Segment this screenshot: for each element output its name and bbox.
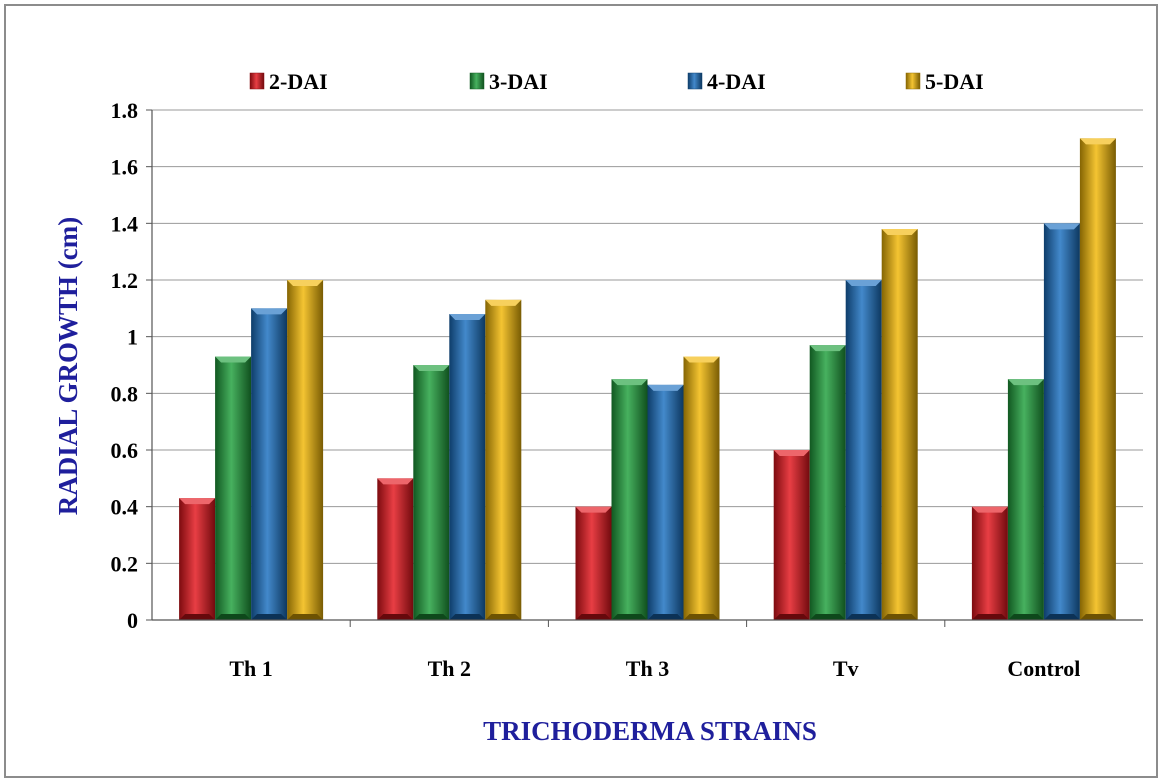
bar-bevel-top [215, 356, 252, 363]
bar-bevel-bottom [287, 614, 324, 620]
y-tick-label: 0.8 [111, 381, 139, 406]
bar-4-dai-control [1043, 223, 1080, 621]
bar-4-dai-th1 [251, 308, 288, 620]
bar-bevel-top [647, 384, 684, 391]
legend-label-4-dai: 4-DAI [707, 69, 766, 94]
bar-2-dai-th3 [575, 506, 612, 620]
bar-bevel-bottom [845, 614, 882, 620]
legend-swatch-4-dai [687, 72, 703, 90]
bar-3-dai-th3 [611, 379, 648, 620]
bar-bevel-top [1007, 379, 1044, 386]
bar-bevel-top [179, 498, 216, 505]
bar-3-dai-th2 [413, 365, 450, 620]
y-tick-label: 0.4 [111, 495, 139, 520]
bar-2-dai-th1 [179, 498, 216, 620]
bar-bevel-bottom [449, 614, 486, 620]
bar-bevel-bottom [683, 614, 720, 620]
bar-2-dai-control [971, 506, 1008, 620]
legend-swatch-3-dai [469, 72, 485, 90]
bar-bevel-top [881, 229, 918, 235]
bar-5-dai-tv [881, 229, 918, 620]
bar-bevel-top [449, 314, 486, 320]
bar-bevel-bottom [179, 614, 216, 620]
bars [179, 138, 1116, 621]
bar-bevel-bottom [647, 614, 684, 620]
x-tick-label: Tv [833, 656, 859, 681]
bar-bevel-bottom [215, 614, 252, 620]
bar-bevel-bottom [575, 614, 612, 620]
bar-5-dai-th1 [287, 280, 324, 620]
y-tick-label: 1.6 [111, 155, 139, 180]
legend-swatch-2-dai [249, 72, 265, 90]
y-tick-label: 1.8 [111, 98, 139, 123]
bar-bevel-top [773, 450, 810, 456]
bar-bevel-top [485, 299, 522, 306]
y-tick-label: 1.4 [111, 211, 139, 236]
bar-bevel-bottom [881, 614, 918, 620]
x-tick-label: Th 3 [626, 656, 669, 681]
bar-4-dai-th3 [647, 384, 684, 620]
bar-bevel-bottom [1043, 614, 1080, 620]
legend-label-2-dai: 2-DAI [269, 69, 328, 94]
y-tick-labels: 0 0.2 0.4 0.6 0.8 1 1.2 1.4 1.6 1.8 [111, 98, 139, 633]
bar-bevel-top [377, 478, 414, 485]
bar-4-dai-tv [845, 280, 882, 620]
chart-frame [4, 4, 1158, 778]
bar-bevel-top [251, 308, 288, 315]
y-tick-label: 0.6 [111, 438, 139, 463]
bar-3-dai-control [1007, 379, 1044, 620]
bar-bevel-top [287, 280, 324, 286]
bar-bevel-bottom [1079, 614, 1116, 620]
bar-5-dai-th3 [683, 356, 720, 620]
bar-bevel-bottom [413, 614, 450, 620]
bar-bevel-top [575, 506, 612, 513]
x-tick-label: Control [1007, 656, 1080, 681]
bar-bevel-bottom [809, 614, 846, 620]
bar-2-dai-th2 [377, 478, 414, 620]
y-tick-label: 1.2 [111, 268, 139, 293]
bar-bevel-top [611, 379, 648, 386]
bar-bevel-top [845, 280, 882, 286]
bar-bevel-bottom [377, 614, 414, 620]
bar-bevel-bottom [1007, 614, 1044, 620]
bar-bevel-top [1043, 223, 1080, 230]
axes [151, 110, 1143, 627]
legend-swatch-5-dai [905, 72, 921, 90]
bar-3-dai-tv [809, 345, 846, 620]
x-tick-labels: Th 1 Th 2 Th 3 Tv Control [229, 656, 1080, 681]
bar-bevel-top [809, 345, 846, 352]
y-tick-label: 0.2 [111, 551, 139, 576]
x-tick-label: Th 1 [229, 656, 272, 681]
x-tick-label: Th 2 [428, 656, 471, 681]
bar-bevel-top [683, 356, 720, 363]
y-tick-label: 1 [127, 325, 138, 350]
bar-3-dai-th1 [215, 356, 252, 620]
legend: 2-DAI 3-DAI 4-DAI 5-DAI [249, 69, 984, 94]
bar-bevel-top [1079, 138, 1116, 145]
bar-5-dai-th2 [485, 299, 522, 620]
y-tick-label: 0 [127, 608, 138, 633]
bar-bevel-bottom [485, 614, 522, 620]
bar-4-dai-th2 [449, 314, 486, 620]
bar-bevel-bottom [611, 614, 648, 620]
y-axis-title: RADIAL GROWTH (cm) [53, 217, 83, 516]
bar-bevel-bottom [971, 614, 1008, 620]
legend-label-3-dai: 3-DAI [489, 69, 548, 94]
legend-label-5-dai: 5-DAI [925, 69, 984, 94]
x-axis-title: TRICHODERMA STRAINS [483, 716, 817, 746]
bar-bevel-bottom [773, 614, 810, 620]
bar-5-dai-control [1079, 138, 1116, 621]
bar-2-dai-tv [773, 450, 810, 620]
bar-bevel-top [413, 365, 450, 371]
bar-bevel-bottom [251, 614, 288, 620]
bar-bevel-top [971, 506, 1008, 513]
